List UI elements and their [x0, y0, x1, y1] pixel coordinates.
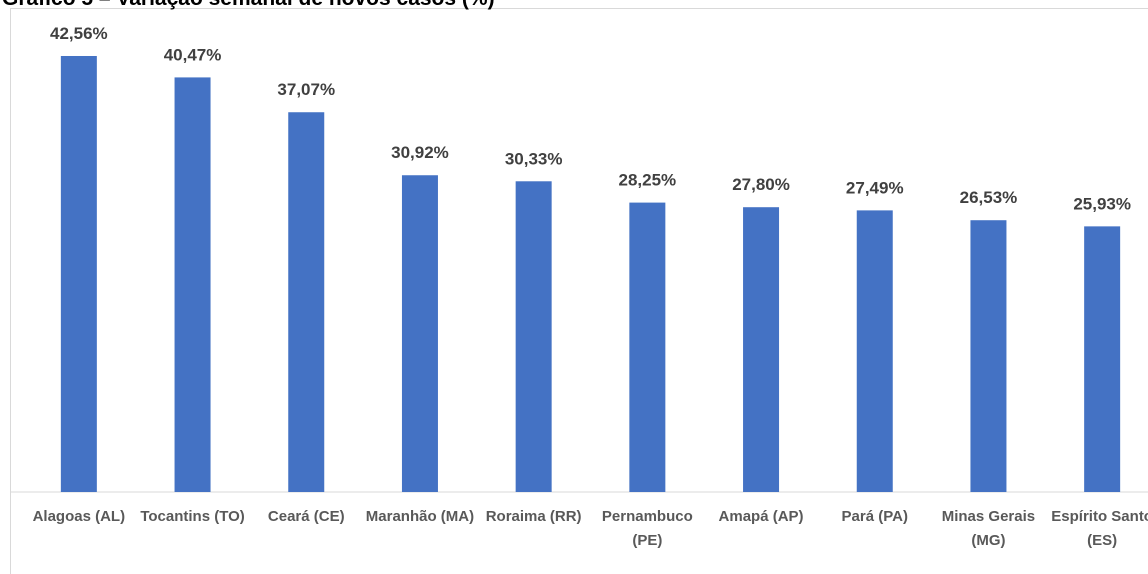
value-label: 30,92%	[391, 143, 449, 162]
bar	[288, 112, 325, 493]
x-tick-label: Pernambuco (PE)	[601, 508, 693, 549]
value-label: 40,47%	[164, 45, 222, 64]
chart-title: Gráfico 5 – Variação semanal de novos ca…	[2, 0, 495, 11]
x-tick-label: Alagoas (AL)	[32, 508, 126, 525]
value-label: 26,53%	[960, 188, 1018, 207]
x-tick-label: Espírito Santo (ES)	[1051, 508, 1148, 549]
x-tick-label: Amapá (AP)	[718, 508, 804, 525]
bar	[1084, 226, 1121, 492]
bar	[856, 210, 893, 492]
value-label: 27,80%	[732, 175, 790, 194]
x-tick-label: Maranhão (MA)	[365, 508, 475, 525]
bar	[629, 202, 666, 492]
value-label: 42,56%	[50, 24, 108, 43]
value-label: 25,93%	[1073, 194, 1131, 213]
bar	[515, 181, 552, 492]
bar	[60, 55, 97, 492]
x-tick-label: Roraima (RR)	[485, 508, 582, 525]
bar	[174, 77, 211, 492]
x-tick-label: Ceará (CE)	[267, 508, 345, 525]
chart-frame	[10, 8, 1148, 574]
value-label: 28,25%	[619, 171, 677, 190]
x-tick-label: Tocantins (TO)	[140, 508, 245, 525]
bar	[401, 175, 438, 493]
x-tick-label: Pará (PA)	[841, 508, 908, 525]
value-label: 30,33%	[505, 149, 563, 168]
bar	[970, 220, 1007, 492]
bar	[743, 207, 780, 492]
value-label: 27,49%	[846, 178, 904, 197]
x-tick-label: Minas Gerais (MG)	[941, 508, 1036, 549]
value-label: 37,07%	[277, 80, 335, 99]
